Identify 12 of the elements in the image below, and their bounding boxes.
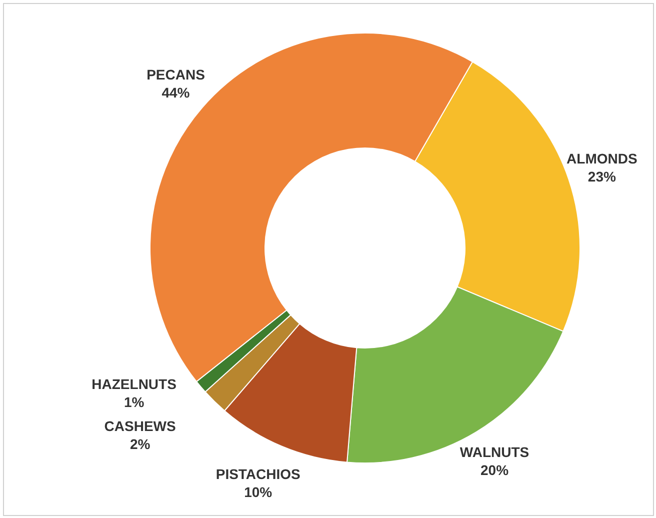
data-label: 23% xyxy=(588,168,616,184)
data-label: 44% xyxy=(162,84,190,101)
slice-label: PECANS xyxy=(146,66,205,83)
data-label: 1% xyxy=(124,394,145,410)
slice-label: WALNUTS xyxy=(460,444,530,460)
data-label: 10% xyxy=(244,484,273,500)
slice-label: PISTACHIOS xyxy=(216,466,300,482)
slice-label: ALMONDS xyxy=(566,150,638,166)
data-label: 20% xyxy=(480,462,510,478)
data-label: 2% xyxy=(130,436,151,452)
slice-label: CASHEWS xyxy=(104,418,176,434)
slice-label: HAZELNUTS xyxy=(92,376,176,392)
